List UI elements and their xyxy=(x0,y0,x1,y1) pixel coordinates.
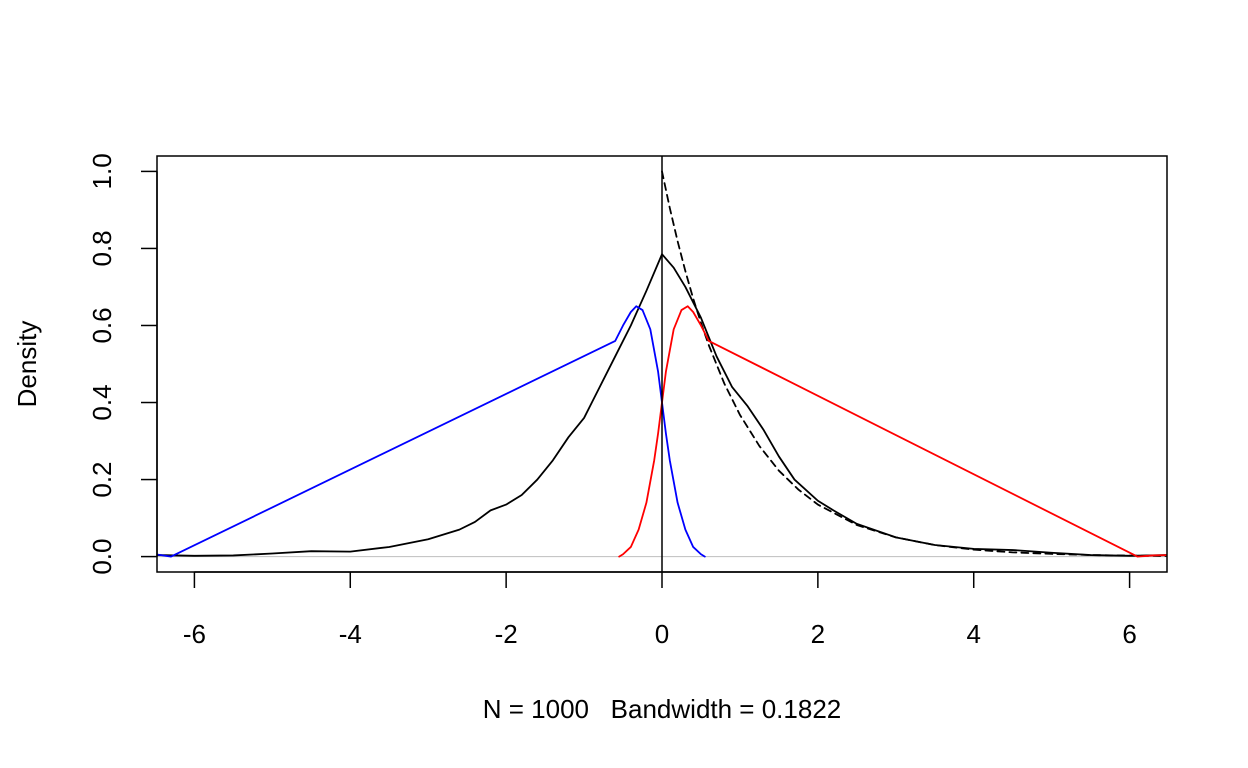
x-tick-label: -2 xyxy=(495,619,518,649)
series-line-dashed xyxy=(661,170,1167,557)
x-axis-label: N = 1000 Bandwidth = 0.1822 xyxy=(483,694,842,724)
series-line-blue xyxy=(157,305,706,558)
x-tick-label: -6 xyxy=(183,619,206,649)
y-axis-label: Density xyxy=(12,321,42,408)
y-tick-label: 0.0 xyxy=(87,539,117,575)
y-tick-label: 0.4 xyxy=(87,384,117,420)
y-tick-label: 0.6 xyxy=(87,307,117,343)
x-tick-label: 6 xyxy=(1122,619,1136,649)
x-tick-label: 4 xyxy=(966,619,980,649)
y-tick-label: 1.0 xyxy=(87,153,117,189)
series-line-red xyxy=(618,305,1167,558)
x-tick-label: -4 xyxy=(339,619,362,649)
y-tick-label: 0.2 xyxy=(87,461,117,497)
y-tick-label: 0.8 xyxy=(87,230,117,266)
x-tick-label: 2 xyxy=(811,619,825,649)
x-tick-label: 0 xyxy=(655,619,669,649)
